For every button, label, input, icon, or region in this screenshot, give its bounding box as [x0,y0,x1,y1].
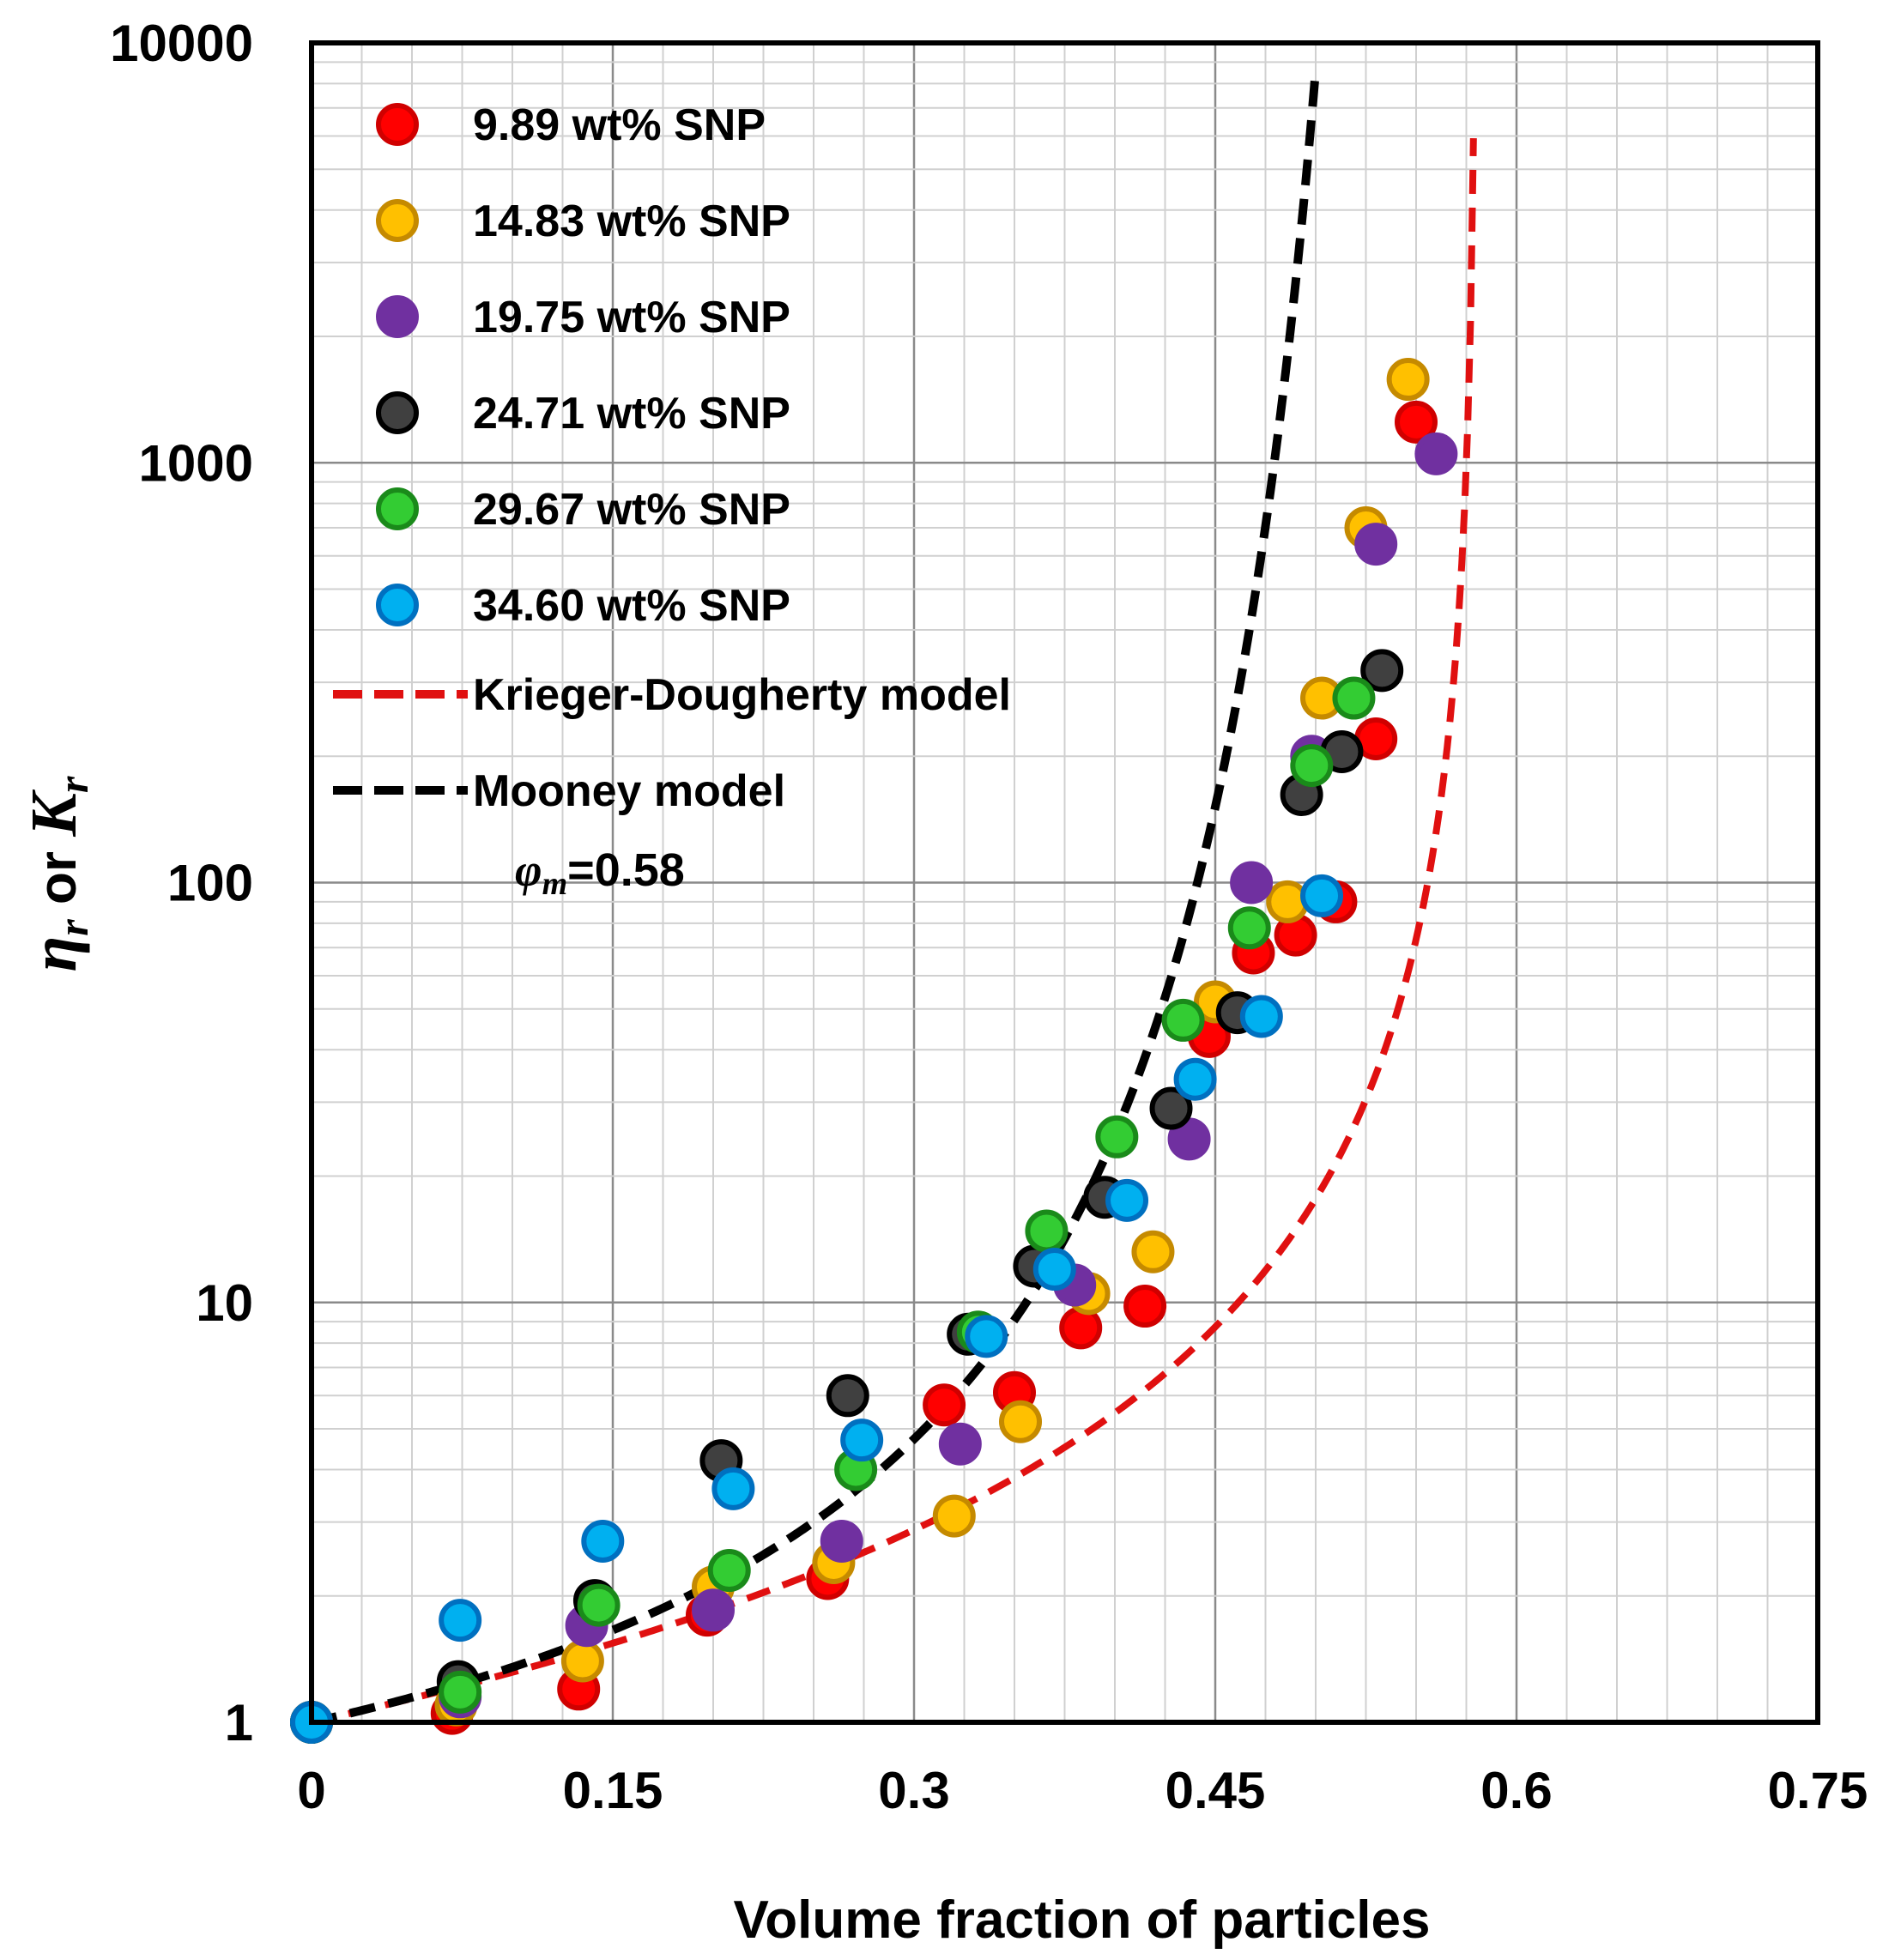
data-point [1395,400,1438,444]
svg-text:ηr or Kr: ηr or Kr [18,776,97,971]
legend-label: 34.60 wt% SNP [473,581,790,631]
y-tick-label: 10000 [110,15,253,72]
legend-marker [376,295,419,338]
y-axis-or: or [28,837,88,919]
data-point [581,1519,625,1563]
data-point [923,1383,966,1427]
data-point [965,1315,1008,1358]
data-point [932,1494,976,1538]
data-point [1167,1117,1211,1161]
legend-marker [376,584,419,626]
data-points [290,358,1458,1744]
legend-label: 24.71 wt% SNP [473,389,790,439]
y-axis-symbol-eta: η [18,936,90,972]
plot-frame [309,40,1820,1725]
legend-label: 19.75 wt% SNP [473,293,790,342]
krieger-dougherty-curve [311,138,1477,1726]
phi-value: =0.58 [567,844,685,896]
x-tick-label: 0 [297,1762,325,1819]
phi-m-annotation: φm=0.58 [515,844,685,902]
data-point [1227,906,1271,950]
data-point [826,1374,869,1418]
x-tick-label: 0.45 [1165,1762,1266,1819]
legend-marker [376,199,419,242]
y-tick-label: 100 [167,855,253,912]
data-point [1354,523,1398,566]
data-point [692,1588,735,1632]
y-tick-label: 10 [196,1274,253,1332]
legend-label: Krieger-Dougherty model [473,670,1011,720]
data-point [1239,995,1283,1038]
legend-label: 29.67 wt% SNP [473,485,790,535]
data-point [1266,880,1310,923]
data-point [439,1599,482,1642]
data-point [711,1467,755,1510]
y-tick-label: 1000 [139,434,253,492]
data-point [1386,358,1430,402]
data-point [1025,1209,1069,1253]
x-tick-label: 0.3 [878,1762,949,1819]
data-point [1149,1086,1193,1130]
y-axis-title: ηr or Kr [18,776,97,971]
data-point [707,1549,751,1593]
data-point [1332,676,1376,720]
data-point [1123,1285,1167,1328]
legend-marker [376,103,419,146]
data-point [1360,649,1404,693]
data-point [560,1639,604,1683]
data-point [840,1419,884,1462]
phi-symbol: φ [515,844,542,896]
y-axis-sub-r-1: r [49,919,97,936]
x-tick-label: 0.15 [563,1762,663,1819]
y-tick-label: 1 [225,1694,253,1751]
y-axis-sub-r-2: r [49,776,97,793]
tick-labels: 0 0.15 0.3 0.45 0.6 0.75 1 10 100 1000 10000 [110,15,1868,1819]
data-point [1059,1306,1103,1350]
data-point [577,1583,621,1627]
legend-label: 14.83 wt% SNP [473,197,790,246]
legend-label: 9.89 wt% SNP [473,100,766,150]
data-point [1300,874,1344,917]
data-point [938,1422,982,1466]
data-point [1161,998,1205,1042]
series-6 [290,874,1344,1744]
data-point [1131,1230,1175,1273]
legend-marker [376,391,419,434]
phi-sub-m: m [542,866,568,902]
x-axis-title: Volume fraction of particles [734,1890,1431,1950]
data-point [1105,1178,1149,1222]
data-point [820,1519,863,1563]
data-point [439,1670,482,1714]
x-tick-label: 0.75 [1768,1762,1868,1819]
data-point [1414,432,1458,475]
legend-label: Mooney model [473,766,785,816]
data-point [1230,861,1274,904]
legend: 9.89 wt% SNP 14.83 wt% SNP 19.75 wt% SNP 24… [333,100,1011,816]
y-axis-symbol-k: K [18,789,90,838]
x-tick-label: 0.6 [1480,1762,1552,1819]
data-point [1095,1115,1139,1158]
data-point [999,1400,1043,1443]
data-point [1290,744,1334,788]
data-point [1173,1057,1217,1101]
legend-marker [376,487,419,530]
data-point [1032,1248,1076,1292]
